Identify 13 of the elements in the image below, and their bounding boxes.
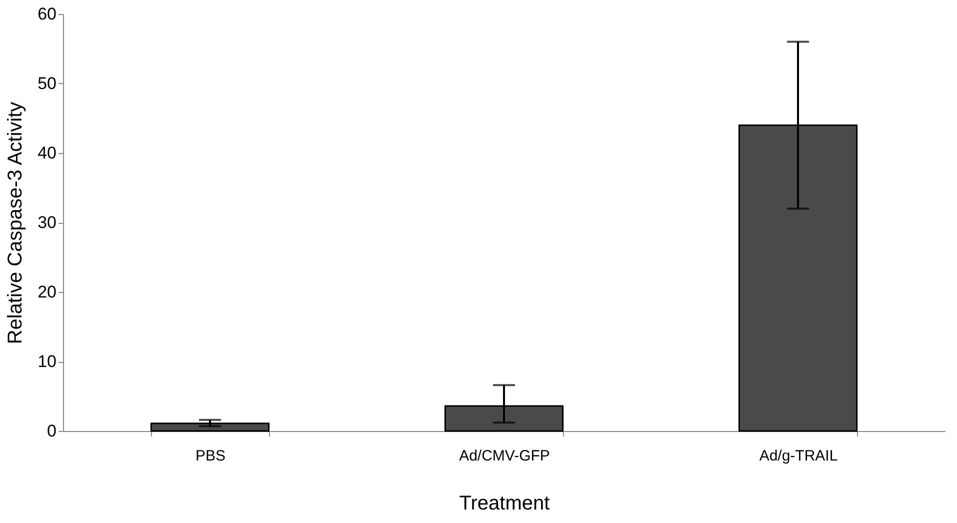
bar xyxy=(150,422,270,432)
x-tick-label: Ad/g-TRAIL xyxy=(759,448,838,464)
y-axis-title: Relative Caspase-3 Activity xyxy=(4,102,27,344)
y-tick-label: 60 xyxy=(38,4,56,24)
y-tick-label: 20 xyxy=(38,282,56,302)
y-tick-label: 0 xyxy=(47,422,56,440)
x-axis-title: Treatment xyxy=(459,492,550,514)
y-tick-label: 40 xyxy=(38,144,56,162)
x-tick-label: Ad/CMV-GFP xyxy=(459,448,550,464)
y-tick-label: 50 xyxy=(38,74,56,93)
y-tick-label: 30 xyxy=(38,213,56,232)
x-tick-label: PBS xyxy=(195,448,226,464)
y-tick-label: 10 xyxy=(38,352,56,371)
